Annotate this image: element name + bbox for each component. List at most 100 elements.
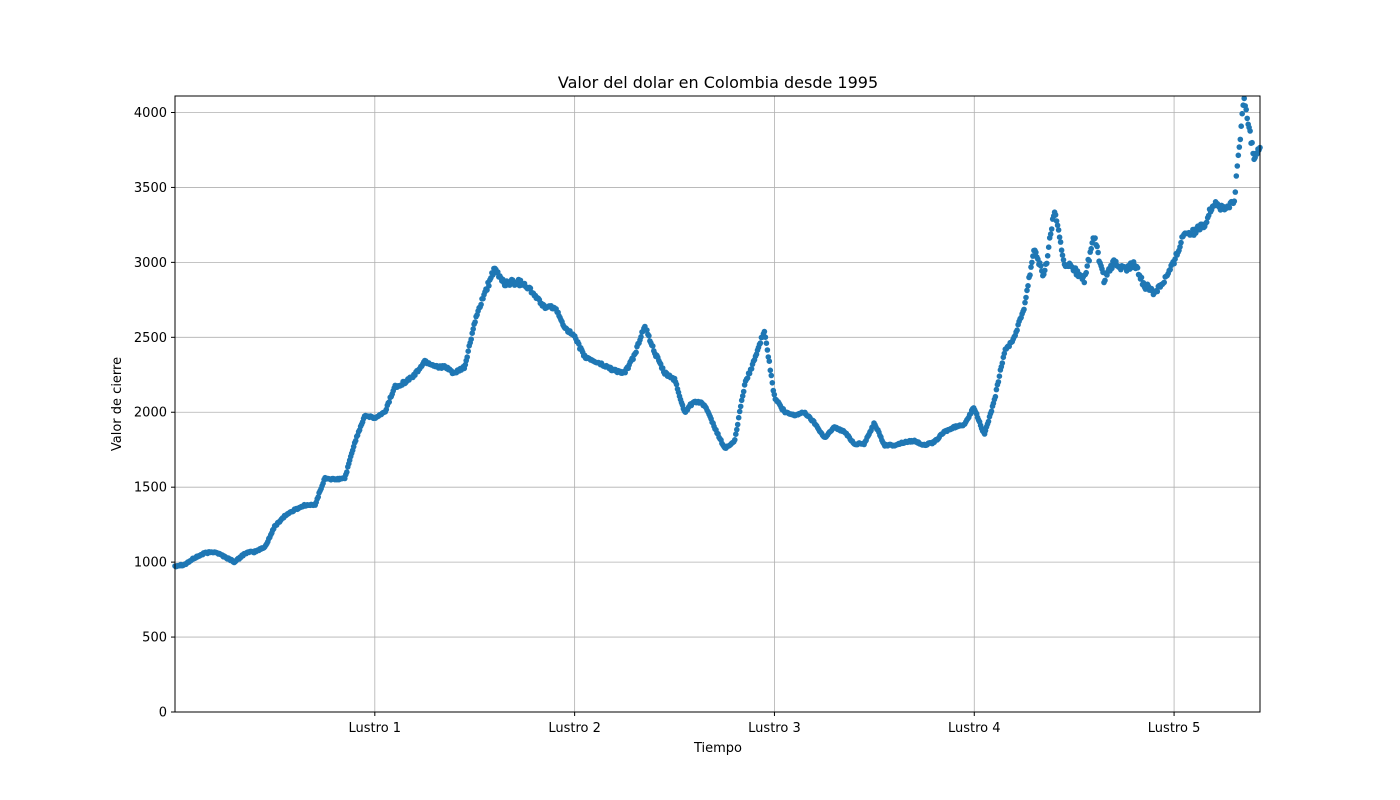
data-point xyxy=(1231,198,1238,204)
data-point xyxy=(985,418,992,425)
data-point xyxy=(1054,222,1061,229)
data-point xyxy=(757,340,764,346)
data-point xyxy=(993,386,1000,393)
x-tick-label: Lustro 4 xyxy=(948,721,1001,736)
data-point xyxy=(1234,163,1241,169)
data-point xyxy=(734,421,741,428)
data-point xyxy=(1226,204,1233,211)
y-tick-label: 1500 xyxy=(134,481,167,496)
data-point xyxy=(766,358,773,365)
data-point xyxy=(1058,247,1065,253)
y-tick-label: 2000 xyxy=(134,406,167,421)
data-point xyxy=(468,336,475,343)
data-point xyxy=(736,408,743,415)
y-tick-label: 4000 xyxy=(134,106,167,121)
data-point xyxy=(1038,263,1044,269)
y-tick-label: 3000 xyxy=(134,256,167,271)
data-point xyxy=(527,285,534,292)
data-point xyxy=(1161,279,1167,286)
data-point xyxy=(638,334,644,340)
x-tick-label: Lustro 2 xyxy=(548,721,601,736)
data-point xyxy=(1241,95,1247,102)
data-point xyxy=(1113,258,1119,265)
data-point xyxy=(484,287,490,293)
data-point xyxy=(646,333,652,339)
y-tick-label: 3500 xyxy=(134,181,167,196)
data-point xyxy=(1059,252,1066,258)
x-tick-label: Lustro 5 xyxy=(1148,721,1201,736)
data-point xyxy=(465,348,472,355)
data-point xyxy=(1029,259,1035,266)
data-point xyxy=(1138,274,1145,281)
data-point xyxy=(352,437,359,444)
y-axis-ticks: 0 500 1000 1500 2000 2500 3000 3500 4000 xyxy=(134,106,175,721)
data-point xyxy=(1094,243,1100,250)
data-point xyxy=(1134,265,1141,271)
data-point xyxy=(472,319,478,325)
y-tick-label: 1000 xyxy=(134,556,167,571)
data-point xyxy=(1047,231,1054,237)
y-tick-label: 0 xyxy=(159,706,167,721)
data-point xyxy=(517,277,524,284)
data-point xyxy=(1171,260,1177,267)
x-axis-title: Tiempo xyxy=(693,741,742,756)
data-point xyxy=(1052,212,1059,218)
data-point xyxy=(734,426,740,433)
data-point xyxy=(1095,249,1101,256)
data-point xyxy=(464,354,471,360)
y-tick-label: 500 xyxy=(142,631,167,646)
data-point xyxy=(1025,283,1031,289)
data-point xyxy=(1014,327,1020,334)
data-point xyxy=(386,399,393,405)
y-tick-label: 2500 xyxy=(134,331,167,346)
data-point xyxy=(1081,279,1088,286)
data-point xyxy=(1027,272,1033,278)
data-point xyxy=(1060,257,1067,263)
data-point xyxy=(739,393,746,399)
data-point xyxy=(1178,239,1184,246)
data-point xyxy=(630,356,636,363)
data-point xyxy=(1088,245,1094,252)
data-point xyxy=(1238,123,1244,129)
data-point xyxy=(732,437,738,443)
data-point xyxy=(999,360,1006,366)
data-point xyxy=(650,343,656,349)
data-point xyxy=(1024,287,1030,294)
data-point xyxy=(1001,350,1008,357)
data-point xyxy=(992,393,999,400)
grid-lines xyxy=(175,96,1260,712)
data-point xyxy=(1086,258,1092,264)
data-point xyxy=(1244,115,1250,122)
data-point xyxy=(1044,253,1051,259)
data-point xyxy=(744,375,751,381)
data-point xyxy=(767,367,774,374)
data-point xyxy=(762,334,769,341)
data-point xyxy=(1177,244,1183,250)
x-tick-label: Lustro 3 xyxy=(748,721,801,736)
plot-frame xyxy=(174,95,1261,713)
data-point xyxy=(988,408,995,415)
data-point xyxy=(1055,227,1062,233)
data-point xyxy=(1056,234,1063,240)
data-point xyxy=(1247,128,1253,134)
data-point xyxy=(1048,226,1055,232)
data-point xyxy=(315,494,322,500)
data-point xyxy=(1203,219,1210,225)
data-point xyxy=(1249,139,1255,146)
data-point xyxy=(1233,173,1240,179)
data-point xyxy=(1042,267,1048,274)
data-point xyxy=(1022,299,1028,306)
data-point xyxy=(1028,264,1034,270)
data-point xyxy=(486,283,492,289)
data-point xyxy=(1092,235,1098,241)
data-point xyxy=(644,327,650,333)
data-point xyxy=(1083,269,1089,276)
x-tick-label: Lustro 1 xyxy=(349,721,402,736)
data-point xyxy=(1023,294,1029,301)
chart-title: Valor del dolar en Colombia desde 1995 xyxy=(558,73,878,92)
data-point xyxy=(1236,144,1243,150)
data-point xyxy=(344,469,350,475)
data-point xyxy=(1045,244,1052,250)
data-point xyxy=(764,347,771,353)
